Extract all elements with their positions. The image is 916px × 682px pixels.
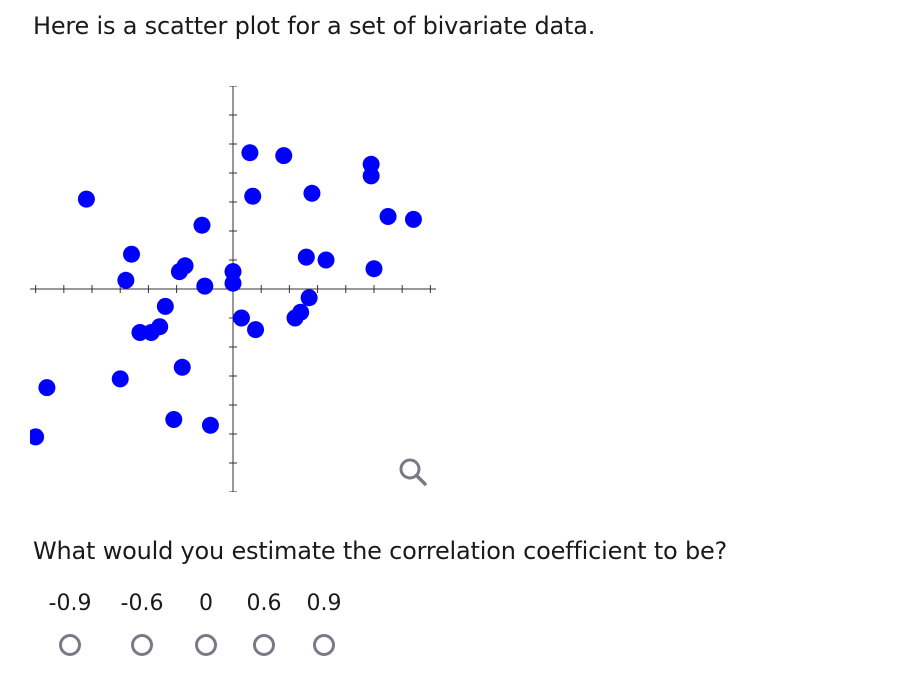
choice-0-9[interactable]: 0.9 (294, 589, 354, 669)
scatter-point (30, 428, 45, 446)
scatter-point (193, 216, 211, 234)
scatter-point (303, 184, 321, 202)
choice-label: -0.6 (120, 591, 164, 616)
magnifier-icon (399, 458, 427, 486)
choice-label: 0 (199, 591, 213, 616)
radio-button[interactable] (313, 634, 335, 656)
scatter-point (156, 297, 174, 315)
radio-button[interactable] (195, 634, 217, 656)
scatter-point (365, 260, 383, 278)
scatter-point (297, 248, 315, 266)
zoom-button[interactable] (395, 455, 435, 491)
scatter-point (292, 303, 310, 321)
scatter-point (173, 358, 191, 376)
scatter-point (362, 167, 380, 185)
scatter-point (77, 190, 95, 208)
scatter-point (176, 257, 194, 275)
scatter-point (300, 289, 318, 307)
scatter-point (317, 251, 335, 269)
scatter-point (123, 245, 140, 263)
scatter-point (379, 208, 397, 225)
radio-button[interactable] (59, 634, 81, 656)
scatter-plot (30, 86, 436, 492)
choice-label: 0.9 (306, 591, 342, 616)
answer-choices: -0.9 -0.6 0 0.6 0.9 (40, 589, 380, 669)
scatter-point (404, 210, 422, 228)
scatter-point (247, 321, 265, 339)
scatter-point (111, 370, 129, 388)
question-text: What would you estimate the correlation … (33, 537, 728, 565)
radio-button[interactable] (131, 634, 153, 656)
radio-button[interactable] (253, 634, 275, 656)
scatter-point (241, 144, 259, 162)
choice-0-6[interactable]: 0.6 (234, 589, 294, 669)
choice-label: 0.6 (246, 591, 282, 616)
scatter-point (117, 271, 135, 289)
scatter-point (38, 379, 56, 397)
scatter-point (201, 416, 219, 434)
scatter-point (151, 318, 169, 336)
choice-neg-0-6[interactable]: -0.6 (112, 589, 172, 669)
scatter-point (165, 411, 183, 428)
choice-neg-0-9[interactable]: -0.9 (40, 589, 100, 669)
choice-label: -0.9 (48, 591, 92, 616)
scatter-point (224, 274, 242, 292)
choice-0[interactable]: 0 (176, 589, 236, 669)
scatter-point (232, 309, 250, 327)
scatter-point (275, 147, 293, 165)
scatter-point (244, 187, 262, 205)
scatter-point (196, 277, 214, 295)
prompt-text: Here is a scatter plot for a set of biva… (33, 12, 596, 40)
